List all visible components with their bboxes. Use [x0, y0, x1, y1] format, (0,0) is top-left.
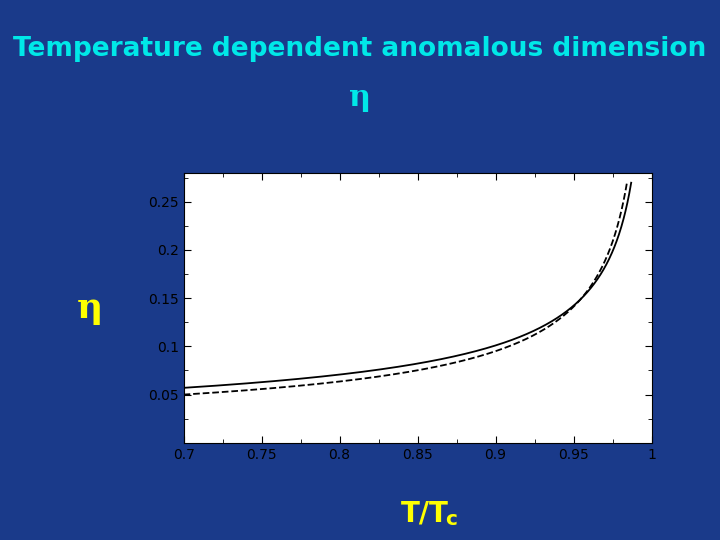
- Text: T/T: T/T: [401, 499, 449, 527]
- Text: η: η: [77, 291, 103, 325]
- Text: η: η: [349, 83, 371, 112]
- Text: Temperature dependent anomalous dimension: Temperature dependent anomalous dimensio…: [14, 36, 706, 62]
- Text: c: c: [445, 510, 456, 529]
